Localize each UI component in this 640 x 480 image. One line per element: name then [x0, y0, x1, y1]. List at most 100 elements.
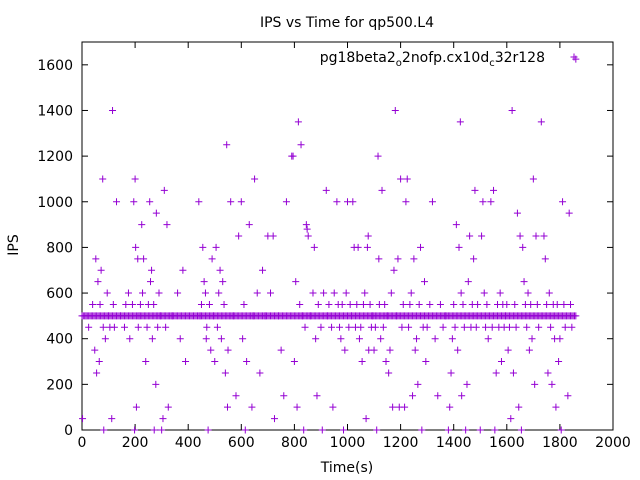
data-point	[447, 369, 455, 377]
data-point	[492, 369, 500, 377]
data-point	[159, 415, 167, 423]
data-point	[227, 198, 235, 206]
data-point	[515, 403, 523, 411]
data-point	[457, 289, 465, 297]
data-point	[168, 312, 176, 320]
data-point	[444, 426, 452, 434]
data-point	[303, 225, 311, 233]
data-point	[146, 198, 154, 206]
data-point	[220, 300, 228, 308]
data-point	[136, 300, 144, 308]
data-point	[240, 300, 248, 308]
data-point	[413, 335, 421, 343]
data-point	[138, 221, 146, 229]
data-point	[110, 323, 118, 331]
data-point	[292, 278, 300, 286]
data-point	[533, 300, 541, 308]
data-point	[325, 300, 333, 308]
data-point	[132, 403, 140, 411]
data-point	[207, 346, 215, 354]
data-point	[297, 141, 305, 149]
data-point	[200, 278, 208, 286]
data-point	[476, 426, 484, 434]
data-point	[479, 198, 487, 206]
data-point	[109, 300, 117, 308]
data-point	[99, 175, 107, 183]
data-point	[446, 403, 454, 411]
legend-label: pg18beta2o2nofp.cx10dc32r128	[320, 50, 545, 69]
data-point	[422, 358, 430, 366]
x-tick-label: 400	[175, 435, 202, 451]
data-point	[237, 198, 245, 206]
data-point	[387, 289, 395, 297]
data-point	[105, 312, 113, 320]
data-point	[148, 266, 156, 274]
data-point	[82, 312, 90, 320]
data-point	[232, 392, 240, 400]
data-point	[347, 312, 355, 320]
data-point	[126, 335, 134, 343]
data-point	[195, 198, 203, 206]
axis-ticks: 0 200 400 600 800 1000 1200 1400 1600 1800 2000 0 20…	[37, 42, 631, 451]
data-point	[509, 369, 517, 377]
data-point	[163, 221, 171, 229]
data-point	[150, 426, 158, 434]
data-point	[313, 392, 321, 400]
data-point	[270, 415, 278, 423]
data-point	[358, 358, 366, 366]
data-point	[375, 255, 383, 263]
data-point	[466, 232, 474, 240]
data-point	[92, 255, 100, 263]
data-point	[560, 300, 568, 308]
data-point	[101, 335, 109, 343]
data-point	[204, 426, 212, 434]
data-point	[431, 335, 439, 343]
data-point	[459, 300, 467, 308]
data-point	[341, 346, 349, 354]
data-point	[452, 221, 460, 229]
x-tick-label: 1800	[542, 435, 578, 451]
data-point	[79, 415, 87, 423]
data-point	[120, 323, 128, 331]
data-point	[213, 323, 221, 331]
legend-marker-symbol	[570, 53, 578, 61]
data-point	[202, 335, 210, 343]
data-point	[455, 243, 463, 251]
data-point	[154, 323, 162, 331]
y-tick-label: 400	[46, 332, 73, 348]
data-point	[338, 300, 346, 308]
data-point	[420, 278, 428, 286]
y-tick-label: 1200	[37, 149, 73, 165]
data-point	[320, 289, 328, 297]
data-point	[199, 243, 207, 251]
data-point	[91, 346, 99, 354]
data-point	[464, 278, 472, 286]
data-point	[391, 106, 399, 114]
data-point	[415, 300, 423, 308]
data-point	[353, 300, 361, 308]
data-point	[379, 323, 387, 331]
data-point	[309, 289, 317, 297]
data-point	[267, 289, 275, 297]
data-point	[480, 289, 488, 297]
data-point	[411, 346, 419, 354]
data-point	[363, 243, 371, 251]
data-point	[301, 323, 309, 331]
data-point	[544, 369, 552, 377]
data-point	[484, 335, 492, 343]
data-point	[357, 323, 365, 331]
y-tick-label: 1000	[37, 195, 73, 211]
data-point	[410, 255, 418, 263]
data-point	[211, 358, 219, 366]
data-point	[442, 312, 450, 320]
data-point	[128, 300, 136, 308]
data-point	[535, 323, 543, 331]
data-point	[205, 300, 213, 308]
data-point	[418, 426, 426, 434]
data-point	[346, 300, 354, 308]
x-tick-label: 2000	[595, 435, 631, 451]
data-point	[561, 323, 569, 331]
data-point	[302, 221, 310, 229]
y-tick-label: 1400	[37, 103, 73, 119]
data-point	[131, 175, 139, 183]
